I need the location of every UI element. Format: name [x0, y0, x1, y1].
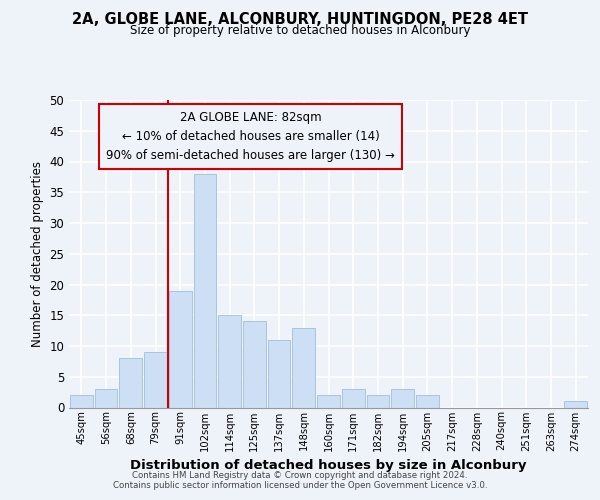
Bar: [218, 316, 241, 408]
Bar: [342, 389, 365, 407]
Bar: [243, 322, 266, 408]
Text: Contains public sector information licensed under the Open Government Licence v3: Contains public sector information licen…: [113, 481, 487, 490]
Y-axis label: Number of detached properties: Number of detached properties: [31, 161, 44, 347]
Bar: [119, 358, 142, 408]
Bar: [95, 389, 118, 407]
Bar: [268, 340, 290, 407]
Text: Size of property relative to detached houses in Alconbury: Size of property relative to detached ho…: [130, 24, 470, 37]
Bar: [169, 290, 191, 408]
Bar: [564, 402, 587, 407]
Bar: [194, 174, 216, 408]
Bar: [317, 395, 340, 407]
Bar: [292, 328, 315, 407]
Bar: [70, 395, 93, 407]
Bar: [144, 352, 167, 408]
Bar: [367, 395, 389, 407]
Bar: [391, 389, 414, 407]
Text: Contains HM Land Registry data © Crown copyright and database right 2024.: Contains HM Land Registry data © Crown c…: [132, 471, 468, 480]
Bar: [416, 395, 439, 407]
X-axis label: Distribution of detached houses by size in Alconbury: Distribution of detached houses by size …: [130, 459, 527, 472]
Text: 2A, GLOBE LANE, ALCONBURY, HUNTINGDON, PE28 4ET: 2A, GLOBE LANE, ALCONBURY, HUNTINGDON, P…: [72, 12, 528, 28]
Text: 2A GLOBE LANE: 82sqm
← 10% of detached houses are smaller (14)
90% of semi-detac: 2A GLOBE LANE: 82sqm ← 10% of detached h…: [106, 111, 395, 162]
